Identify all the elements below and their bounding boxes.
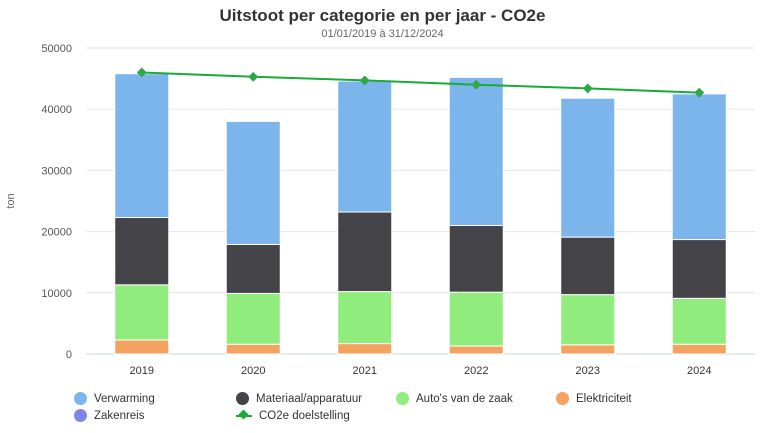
legend-swatch-icon (74, 409, 87, 422)
bar-segment-materiaal-apparatuur (337, 211, 393, 293)
target-point-marker (248, 71, 259, 82)
bar-segment-elektriciteit (114, 339, 170, 355)
bar-segment-auto-s-van-de-zaak (114, 284, 170, 341)
y-tick-label: 30000 (41, 165, 72, 177)
bar-segment-materiaal-apparatuur (448, 224, 504, 293)
target-point-marker (694, 87, 705, 98)
y-tick-label: 0 (66, 349, 72, 361)
bar-segment-verwarming (448, 76, 504, 226)
bar-segment-auto-s-van-de-zaak (337, 291, 393, 345)
bar-segment-verwarming (225, 120, 281, 245)
y-tick-label: 10000 (41, 288, 72, 300)
y-tick-label: 50000 (41, 43, 72, 55)
bar-segment-materiaal-apparatuur (225, 243, 281, 294)
y-axis-title: ton (5, 193, 17, 208)
legend-item-elektriciteit[interactable]: Elektriciteit (556, 392, 632, 405)
bar-segment-elektriciteit (671, 343, 727, 355)
legend-label: Zakenreis (94, 409, 145, 422)
legend-item-autos[interactable]: Auto's van de zaak (396, 392, 513, 405)
target-point-marker (582, 83, 593, 94)
bar-segment-auto-s-van-de-zaak (448, 291, 504, 347)
x-tick-label: 2019 (130, 365, 154, 377)
legend-label: Verwarming (94, 392, 155, 405)
legend-item-materiaal[interactable]: Materiaal/apparatuur (236, 392, 362, 405)
bar-segment-auto-s-van-de-zaak (560, 294, 616, 346)
legend-swatch-icon (396, 392, 409, 405)
x-tick-label: 2020 (241, 365, 265, 377)
target-point-marker (136, 67, 147, 78)
legend-label: Elektriciteit (576, 392, 632, 405)
bar-segment-elektriciteit (448, 345, 504, 355)
x-tick-label: 2024 (687, 365, 711, 377)
bar-segment-materiaal-apparatuur (671, 239, 727, 299)
legend-label: Auto's van de zaak (416, 392, 513, 405)
legend-swatch-icon (74, 392, 87, 405)
target-line (141, 71, 700, 94)
x-tick-label: 2022 (464, 365, 488, 377)
chart-title: Uitstoot per categorie en per jaar - CO2… (219, 6, 546, 25)
x-tick-label: 2023 (576, 365, 600, 377)
bar-segment-auto-s-van-de-zaak (671, 297, 727, 345)
bar-segment-verwarming (337, 80, 393, 213)
legend-item-co2e-doelstelling[interactable]: CO2e doelstelling (236, 409, 350, 422)
legend-item-zakenreis[interactable]: Zakenreis (74, 409, 145, 422)
y-tick-label: 40000 (41, 104, 72, 116)
bar-segment-verwarming (671, 93, 727, 241)
legend-item-verwarming[interactable]: Verwarming (74, 392, 155, 405)
bar-segment-verwarming (560, 97, 616, 238)
legend-swatch-icon (556, 392, 569, 405)
bar-segment-materiaal-apparatuur (560, 236, 616, 296)
bar-segment-auto-s-van-de-zaak (225, 292, 281, 345)
y-tick-label: 20000 (41, 227, 72, 239)
x-tick-label: 2021 (353, 365, 377, 377)
legend-label: CO2e doelstelling (259, 409, 350, 422)
bar-segment-verwarming (114, 73, 170, 219)
bar-segment-materiaal-apparatuur (114, 217, 170, 286)
legend-line-marker-icon (236, 409, 252, 422)
bar-segment-elektriciteit (225, 343, 281, 355)
bar-segment-elektriciteit (337, 343, 393, 355)
chart-subtitle: 01/01/2019 à 31/12/2024 (321, 28, 444, 40)
legend-label: Materiaal/apparatuur (256, 392, 363, 405)
bar-segment-elektriciteit (560, 344, 616, 355)
legend-swatch-icon (236, 392, 249, 405)
